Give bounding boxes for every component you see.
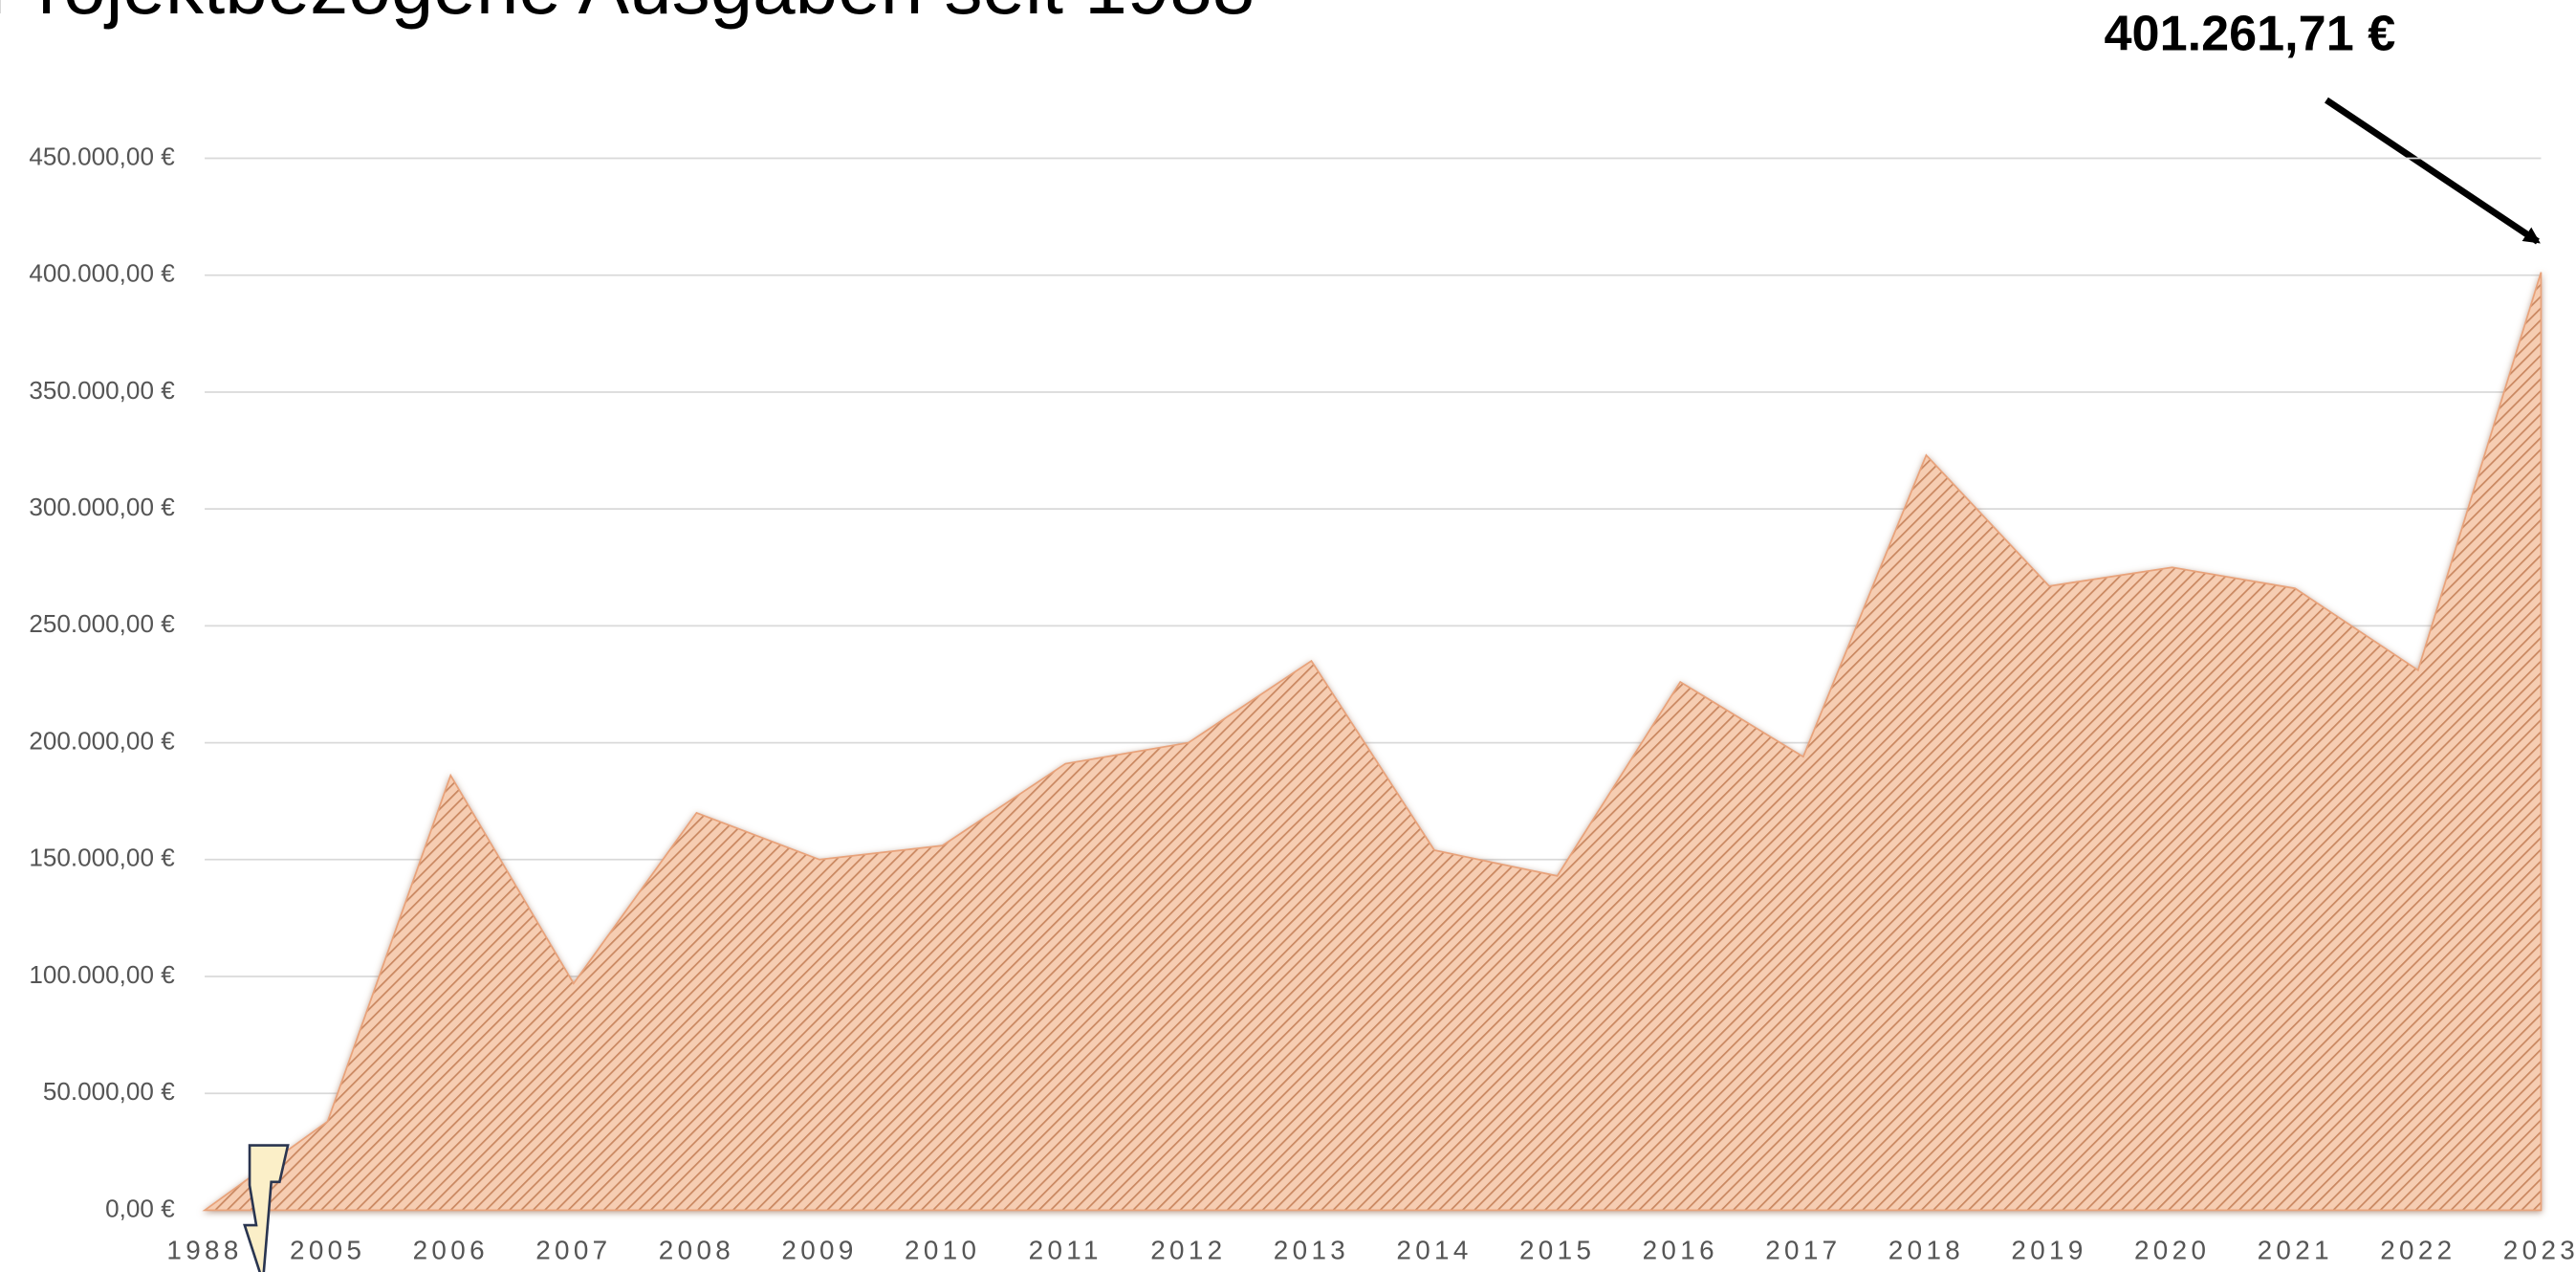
x-tick-label: 2010 — [905, 1235, 980, 1264]
x-tick-label: 2020 — [2134, 1235, 2210, 1264]
y-tick-label: 450.000,00 € — [29, 142, 175, 170]
x-tick-label: 2011 — [1029, 1235, 1102, 1264]
x-tick-label: 2018 — [1888, 1235, 1964, 1264]
x-tick-label: 2016 — [1643, 1235, 1718, 1264]
chart-title: Projektbezogene Ausgaben seit 1988 — [0, 0, 1255, 30]
x-tick-label: 2009 — [781, 1235, 857, 1264]
annotation-arrow — [2325, 97, 2541, 245]
x-tick-label: 2005 — [290, 1235, 365, 1264]
y-tick-label: 150.000,00 € — [29, 844, 175, 872]
plot-area: 0,00 € 50.000,00 € 100.000,00 € 150.000,00 … — [29, 142, 2576, 1264]
x-tick-label: 2021 — [2258, 1235, 2333, 1264]
area — [202, 272, 2543, 1212]
x-tick-label: 2007 — [535, 1235, 611, 1264]
x-tick-label: 1988 — [166, 1235, 242, 1264]
x-tick-label: 2012 — [1150, 1235, 1226, 1264]
y-tick-label: 300.000,00 € — [29, 493, 175, 521]
y-tick-label: 400.000,00 € — [29, 259, 175, 288]
x-tick-label: 2013 — [1274, 1235, 1349, 1264]
y-tick-label: 200.000,00 € — [29, 726, 175, 755]
x-tick-label: 2019 — [2011, 1235, 2086, 1264]
x-tick-label: 2006 — [413, 1235, 489, 1264]
axis-break — [243, 1144, 290, 1272]
y-tick-label: 250.000,00 € — [29, 609, 175, 638]
annotation: 401.261,71 € — [2105, 6, 2396, 61]
x-tick-label: 2015 — [1519, 1235, 1595, 1264]
y-tick-label: 0,00 € — [105, 1194, 175, 1222]
x-tick-label: 2014 — [1396, 1235, 1472, 1264]
y-tick-label: 100.000,00 € — [29, 960, 175, 989]
x-tick-label: 2023 — [2503, 1235, 2576, 1264]
y-tick-label: 50.000,00 € — [43, 1077, 175, 1106]
x-tick-label: 2022 — [2380, 1235, 2456, 1264]
x-tick-label: 2008 — [659, 1235, 734, 1264]
x-tick-label: 2017 — [1765, 1235, 1841, 1264]
y-tick-label: 350.000,00 € — [29, 376, 175, 405]
